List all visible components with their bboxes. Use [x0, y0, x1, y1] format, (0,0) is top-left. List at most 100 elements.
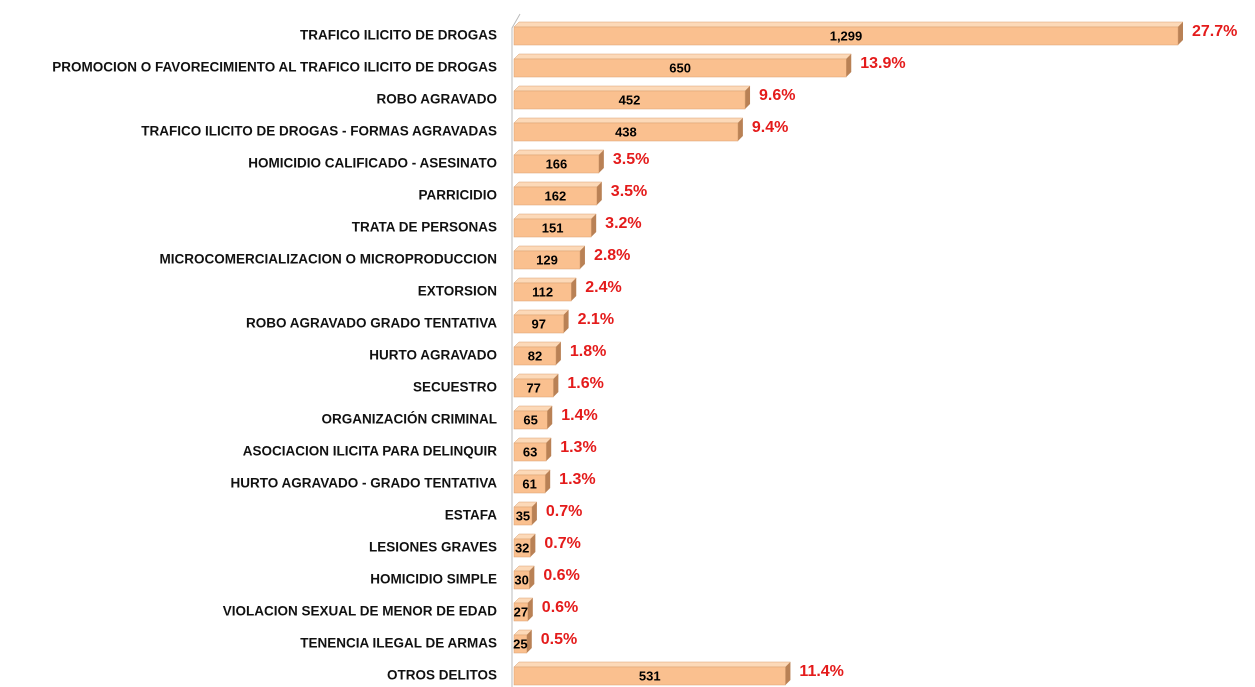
bar-side [530, 534, 536, 557]
value-label: 129 [536, 252, 558, 267]
bar [513, 26, 1179, 46]
value-label: 650 [669, 60, 691, 75]
bar [513, 90, 746, 110]
category-label: TRATA DE PERSONAS [352, 220, 497, 235]
bar [513, 378, 554, 398]
bar [513, 282, 572, 302]
category-label: ORGANIZACIÓN CRIMINAL [322, 412, 498, 427]
value-label: 438 [615, 124, 637, 139]
bar [513, 410, 548, 430]
bar-top [513, 277, 577, 284]
percent-label: 0.6% [543, 567, 579, 584]
percent-label: 2.1% [578, 311, 614, 328]
value-label: 63 [523, 444, 537, 459]
category-label: ROBO AGRAVADO [377, 92, 498, 107]
percent-label: 13.9% [860, 55, 905, 72]
category-label: HOMICIDIO CALIFICADO - ASESINATO [248, 156, 497, 171]
value-label: 65 [523, 412, 537, 427]
bar [513, 154, 600, 174]
category-label: HURTO AGRAVADO - GRADO TENTATIVA [231, 476, 498, 491]
bar-side [737, 118, 743, 141]
value-label: 531 [639, 668, 661, 683]
percent-label: 0.5% [541, 631, 577, 648]
bar-side [547, 406, 553, 429]
bar [513, 58, 847, 78]
percent-label: 3.5% [613, 151, 649, 168]
bar-side [745, 86, 751, 109]
bar-top [513, 309, 570, 316]
category-label: VIOLACION SEXUAL DE MENOR DE EDAD [223, 604, 498, 619]
bar [513, 250, 581, 270]
bar-side [527, 598, 533, 621]
value-label: 82 [528, 348, 542, 363]
category-label: PROMOCION O FAVORECIMIENTO AL TRAFICO IL… [52, 60, 497, 75]
percent-label: 9.6% [759, 87, 795, 104]
value-label: 97 [532, 316, 546, 331]
bar [513, 602, 529, 622]
category-label: EXTORSION [418, 284, 497, 299]
category-label: TRAFICO ILICITO DE DROGAS - FORMAS AGRAV… [141, 124, 497, 139]
bar [513, 634, 528, 654]
bar-top [513, 85, 751, 92]
bar [513, 442, 547, 462]
value-label: 32 [515, 540, 529, 555]
category-label: LESIONES GRAVES [369, 540, 497, 555]
bar-top [513, 469, 551, 476]
bar-side [531, 502, 537, 525]
percent-label: 0.7% [546, 503, 582, 520]
percent-label: 1.4% [561, 407, 597, 424]
percent-label: 1.3% [560, 439, 596, 456]
bar-side [579, 246, 585, 269]
bar-top [513, 437, 552, 444]
percent-label: 0.7% [544, 535, 580, 552]
bar [513, 666, 786, 686]
value-label: 61 [522, 476, 536, 491]
bar-side [846, 54, 852, 77]
bar-top [513, 53, 852, 60]
value-label: 35 [516, 508, 530, 523]
bar [513, 506, 533, 526]
percent-label: 1.3% [559, 471, 595, 488]
percent-label: 0.6% [542, 599, 578, 616]
percent-label: 11.4% [799, 663, 843, 680]
bar-top [513, 661, 792, 668]
category-label: ROBO AGRAVADO GRADO TENTATIVA [246, 316, 497, 331]
bar-side [591, 214, 597, 237]
value-label: 151 [542, 220, 564, 235]
bar-side [529, 566, 535, 589]
bar-top [513, 117, 744, 124]
bar [513, 474, 546, 494]
axis-line [511, 13, 521, 687]
value-label: 166 [546, 156, 568, 171]
category-label: TENENCIA ILEGAL DE ARMAS [300, 636, 497, 651]
value-label: 77 [526, 380, 540, 395]
percent-label: 1.6% [567, 375, 603, 392]
value-label: 27 [514, 604, 528, 619]
category-label: OTROS DELITOS [387, 668, 497, 683]
bar-top [513, 149, 605, 156]
category-label: HOMICIDIO SIMPLE [370, 572, 497, 587]
bar [513, 346, 557, 366]
percent-label: 9.4% [752, 119, 788, 136]
bar [513, 314, 564, 334]
bar-top [513, 341, 562, 348]
percent-label: 2.8% [594, 247, 630, 264]
bar-top [513, 21, 1184, 28]
percent-label: 27.7% [1192, 23, 1237, 40]
value-label: 162 [545, 188, 567, 203]
bar [513, 218, 592, 238]
percent-label: 3.5% [611, 183, 647, 200]
bar-top [513, 181, 603, 188]
value-label: 452 [619, 92, 641, 107]
category-label: PARRICIDIO [418, 188, 497, 203]
percent-label: 1.8% [570, 343, 606, 360]
bar-top [513, 405, 553, 412]
bar-top [513, 245, 586, 252]
bar [513, 570, 530, 590]
bar-top [513, 373, 559, 380]
bar-top [513, 213, 597, 220]
bar [513, 186, 598, 206]
bar-side [1178, 22, 1183, 45]
bar [513, 122, 739, 142]
